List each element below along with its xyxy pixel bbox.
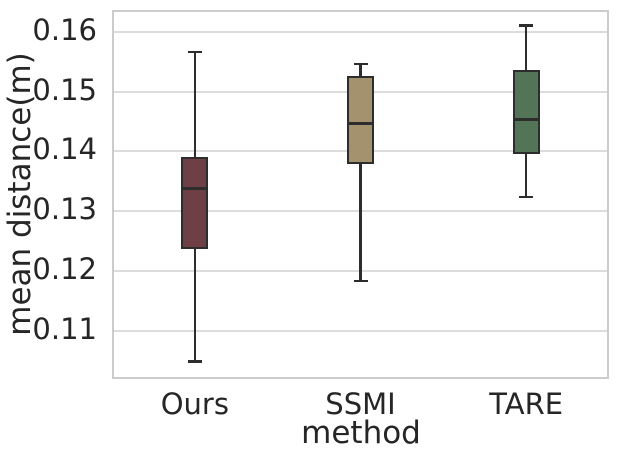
- whisker-cap-high-ours: [187, 50, 202, 54]
- y-tick-label-0.12: 0.12: [32, 251, 97, 286]
- boxplot-box-ssmi: [347, 75, 374, 164]
- y-axis-label: mean distance(m): [2, 52, 38, 336]
- whisker-cap-low-tare: [519, 195, 534, 199]
- x-axis-label: method: [301, 415, 421, 451]
- gridline-0.16: [114, 30, 607, 33]
- median-line-ssmi: [347, 121, 374, 125]
- x-tick-label-ours: Ours: [160, 387, 229, 421]
- y-tick-label-0.15: 0.15: [32, 72, 97, 107]
- y-tick-label-0.13: 0.13: [32, 192, 97, 227]
- median-line-tare: [512, 117, 540, 121]
- median-line-ours: [181, 187, 209, 191]
- boxplot-box-tare: [512, 69, 540, 155]
- whisker-cap-high-tare: [519, 24, 534, 27]
- x-tick-label-tare: TARE: [489, 387, 564, 421]
- y-tick-label-0.14: 0.14: [32, 132, 97, 167]
- whisker-cap-low-ours: [187, 360, 202, 363]
- whisker-cap-high-ssmi: [353, 62, 368, 66]
- whisker-ssmi: [359, 63, 362, 281]
- gridline-0.11: [114, 329, 607, 332]
- y-tick-label-0.11: 0.11: [32, 311, 97, 346]
- y-tick-label-0.16: 0.16: [32, 12, 97, 47]
- whisker-cap-low-ssmi: [353, 279, 368, 283]
- x-tick-label-ssmi: SSMI: [325, 387, 396, 421]
- boxplot-box-ours: [181, 157, 209, 250]
